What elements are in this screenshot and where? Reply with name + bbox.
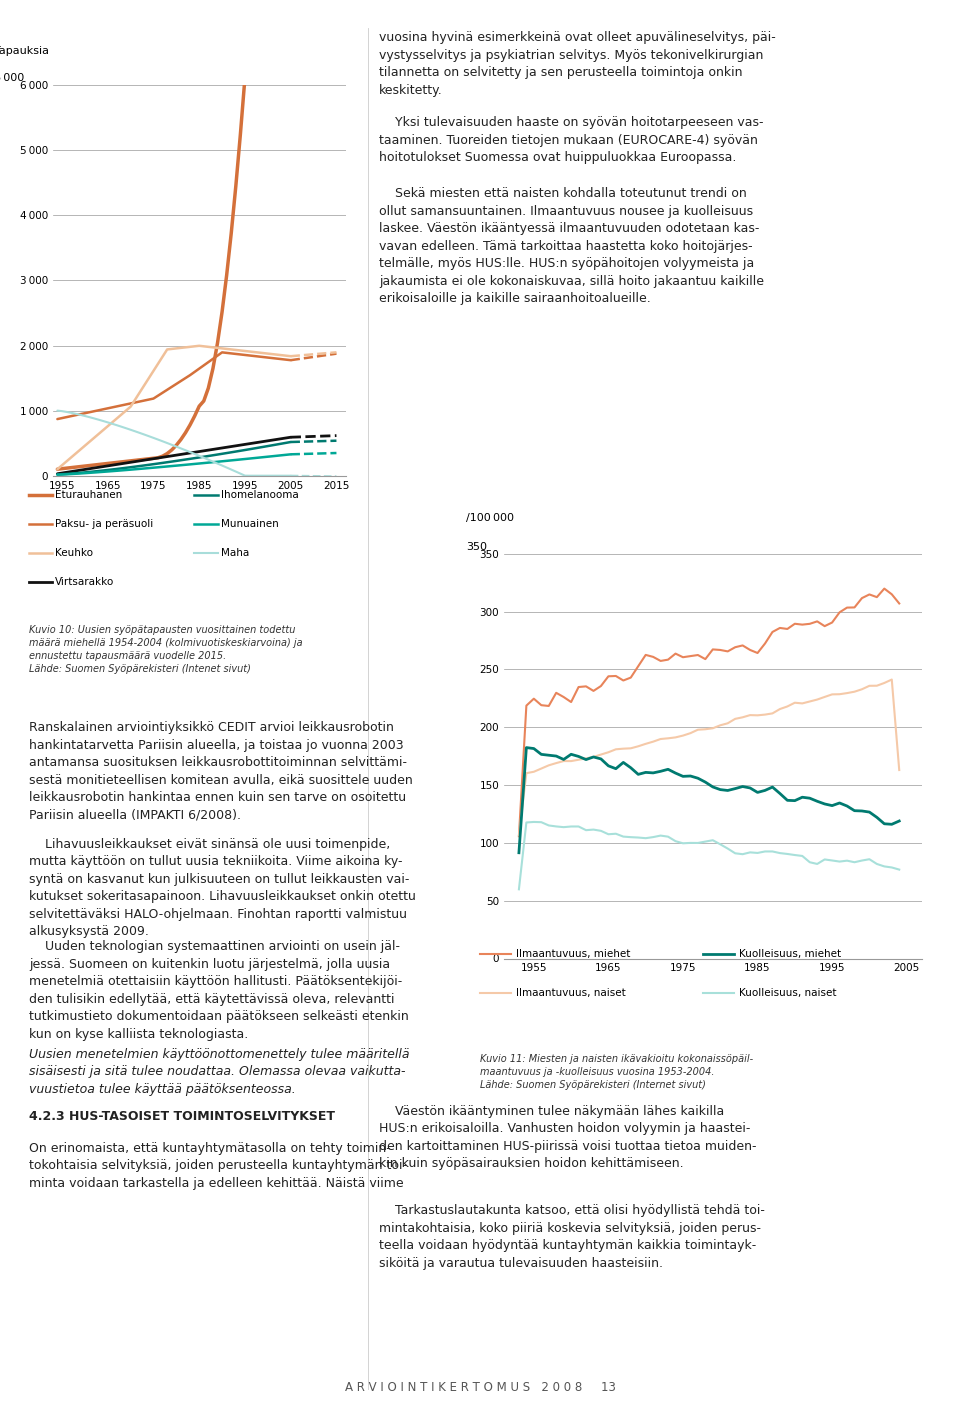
Text: Ilmaantuvuus, naiset: Ilmaantuvuus, naiset bbox=[516, 988, 626, 998]
Text: Uusien menetelmien käyttöönottomenettely tulee määritellä
sisäisesti ja sitä tul: Uusien menetelmien käyttöönottomenettely… bbox=[29, 1048, 409, 1096]
Text: Maha: Maha bbox=[221, 548, 250, 558]
Text: Tarkastuslautakunta katsoo, että olisi hyödyllistä tehdä toi-
mintakohtaisia, ko: Tarkastuslautakunta katsoo, että olisi h… bbox=[379, 1204, 765, 1269]
Text: On erinomaista, että kuntayhtymätasolla on tehty toimin-
tokohtaisia selvityksiä: On erinomaista, että kuntayhtymätasolla … bbox=[29, 1142, 407, 1190]
Text: Ilmaantuvuus, miehet: Ilmaantuvuus, miehet bbox=[516, 949, 630, 960]
Text: Munuainen: Munuainen bbox=[221, 518, 278, 528]
Text: A R V I O I N T I K E R T O M U S   2 0 0 8     13: A R V I O I N T I K E R T O M U S 2 0 0 … bbox=[345, 1382, 615, 1394]
Text: Virtsarakko: Virtsarakko bbox=[56, 577, 114, 586]
Text: Paksu- ja peräsuoli: Paksu- ja peräsuoli bbox=[56, 518, 154, 528]
Text: 6 000: 6 000 bbox=[0, 74, 25, 84]
Text: vuosina hyvinä esimerkkeinä ovat olleet apuvälineselvitys, päi-
vystysselvitys j: vuosina hyvinä esimerkkeinä ovat olleet … bbox=[379, 31, 776, 97]
Text: /100 000: /100 000 bbox=[467, 514, 515, 524]
Text: Tapauksia: Tapauksia bbox=[0, 45, 49, 57]
Text: Väestön ikääntyminen tulee näkymään lähes kaikilla
HUS:n erikoisaloilla. Vanhust: Väestön ikääntyminen tulee näkymään lähe… bbox=[379, 1105, 756, 1170]
Text: Ihomelanooma: Ihomelanooma bbox=[221, 490, 299, 500]
Text: Kuvio 11: Miesten ja naisten ikävakioitu kokonaissöpäil-
maantuvuus ja -kuolleis: Kuvio 11: Miesten ja naisten ikävakioitu… bbox=[480, 1054, 754, 1091]
Text: Kuvio 10: Uusien syöpätapausten vuosittainen todettu
määrä miehellä 1954-2004 (k: Kuvio 10: Uusien syöpätapausten vuositta… bbox=[29, 625, 302, 674]
Text: Keuhko: Keuhko bbox=[56, 548, 93, 558]
Text: Eturauhanen: Eturauhanen bbox=[56, 490, 123, 500]
Text: 4.2.3 HUS-TASOISET TOIMINTOSELVITYKSET: 4.2.3 HUS-TASOISET TOIMINTOSELVITYKSET bbox=[29, 1110, 335, 1123]
Text: Ranskalainen arviointiyksikkö CEDIT arvioi leikkausrobotin
hankintatarvetta Pari: Ranskalainen arviointiyksikkö CEDIT arvi… bbox=[29, 721, 413, 822]
Text: Sekä miesten että naisten kohdalla toteutunut trendi on
ollut samansuuntainen. I: Sekä miesten että naisten kohdalla toteu… bbox=[379, 187, 764, 305]
Text: 350: 350 bbox=[467, 541, 488, 551]
Text: Uuden teknologian systemaattinen arviointi on usein jäl-
jessä. Suomeen on kuite: Uuden teknologian systemaattinen arvioin… bbox=[29, 940, 409, 1041]
Text: Kuolleisuus, miehet: Kuolleisuus, miehet bbox=[739, 949, 841, 960]
Text: Lihavuusleikkaukset eivät sinänsä ole uusi toimenpide,
mutta käyttöön on tullut : Lihavuusleikkaukset eivät sinänsä ole uu… bbox=[29, 838, 416, 939]
Text: Kuolleisuus, naiset: Kuolleisuus, naiset bbox=[739, 988, 836, 998]
Text: Yksi tulevaisuuden haaste on syövän hoitotarpeeseen vas-
taaminen. Tuoreiden tie: Yksi tulevaisuuden haaste on syövän hoit… bbox=[379, 116, 764, 165]
